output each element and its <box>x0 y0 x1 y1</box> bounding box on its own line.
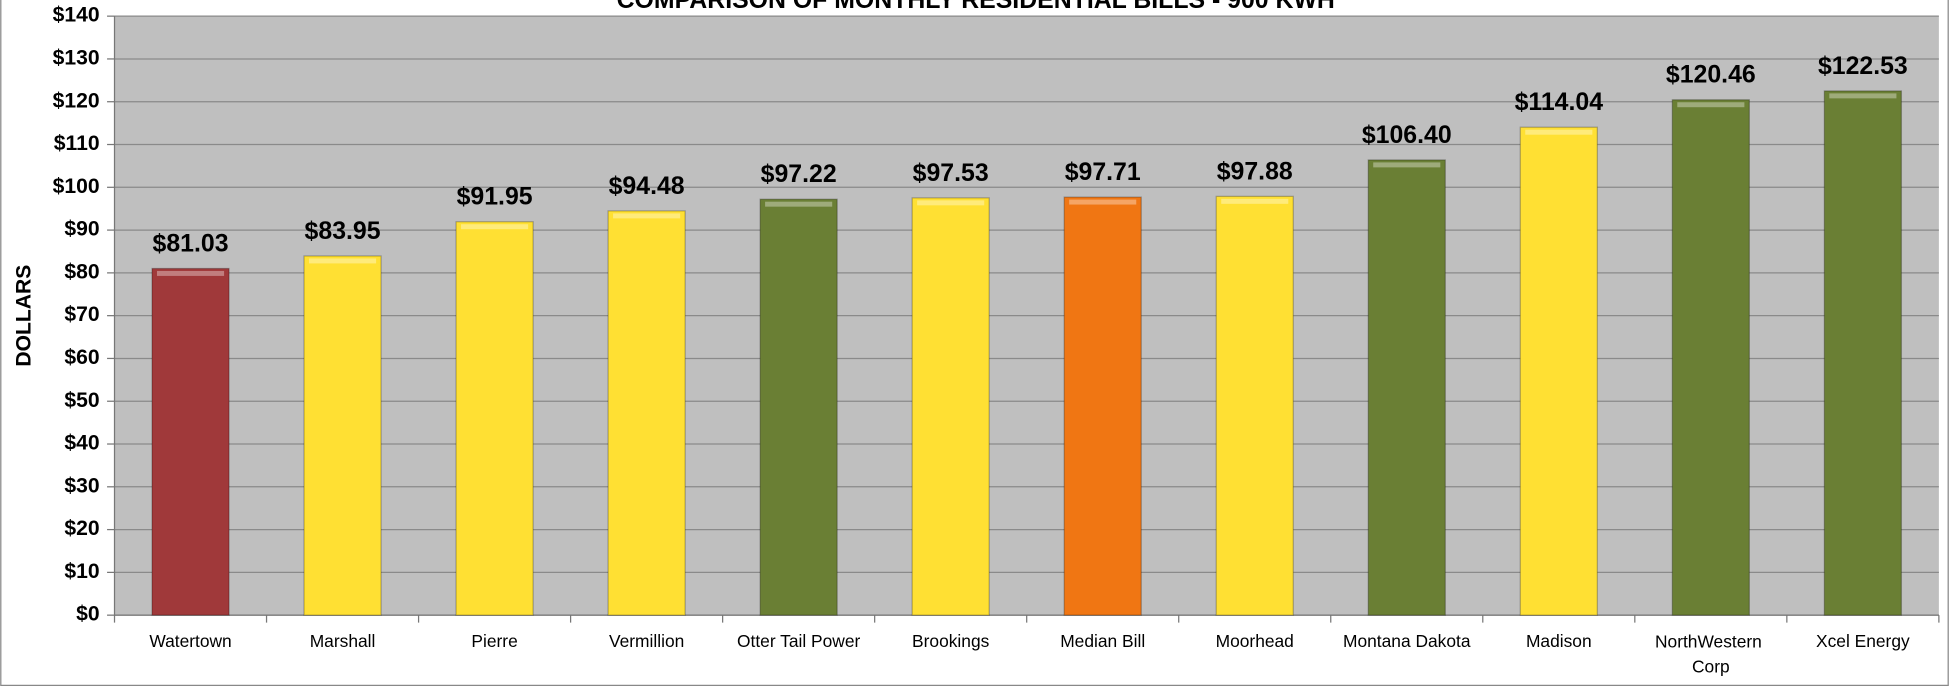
y-tick-label: $40 <box>64 432 99 455</box>
y-tick-label: $0 <box>76 603 99 626</box>
bar-shine <box>156 270 225 276</box>
bar <box>303 255 382 616</box>
bar <box>759 198 838 616</box>
y-tick-label: $110 <box>54 132 100 155</box>
bar-shine <box>1373 162 1441 168</box>
y-tick-label: $30 <box>64 474 99 497</box>
value-label: $114.04 <box>1515 89 1604 116</box>
value-label: $106.40 <box>1362 122 1452 149</box>
bar-shine <box>1221 198 1289 204</box>
bar-shine <box>1829 93 1897 99</box>
bar <box>1063 196 1142 616</box>
bar <box>1215 195 1294 616</box>
bar-shine <box>613 213 681 219</box>
x-tick-label: Watertown <box>149 631 231 651</box>
x-tick-label: Brookings <box>912 631 990 651</box>
y-tick-label: $130 <box>53 47 100 70</box>
y-tick-label: $140 <box>53 4 100 27</box>
bar <box>607 210 686 616</box>
x-tick-label: Vermillion <box>609 631 684 651</box>
x-tick-label: Madison <box>1526 631 1592 651</box>
x-tick-label: Xcel Energy <box>1816 631 1910 651</box>
bar <box>1823 90 1903 616</box>
bar <box>1519 126 1598 616</box>
bar-shine <box>917 200 985 206</box>
y-axis-label: DOLLARS <box>13 265 36 367</box>
bar <box>911 197 990 616</box>
bar-shine <box>309 258 377 264</box>
bar <box>151 267 230 616</box>
value-label: $122.53 <box>1818 53 1908 80</box>
y-tick-label: $100 <box>53 175 100 198</box>
x-tick-label: Montana Dakota <box>1343 631 1471 651</box>
value-label: $97.53 <box>913 160 989 187</box>
value-label: $81.03 <box>153 230 229 257</box>
y-tick-label: $60 <box>64 346 99 369</box>
value-label: $120.46 <box>1666 62 1756 89</box>
bar <box>455 221 534 616</box>
chart-title: COMPARISON OF MONTHLY RESIDENTIAL BILLS … <box>617 0 1335 14</box>
bar-shine <box>1069 199 1137 205</box>
bar-shine <box>765 201 833 207</box>
x-tick-label: Median Bill <box>1060 631 1145 651</box>
value-label: $97.88 <box>1217 158 1293 185</box>
value-label: $97.71 <box>1065 159 1141 186</box>
y-tick-label: $80 <box>64 260 99 283</box>
bar <box>1671 99 1750 616</box>
value-label: $94.48 <box>609 173 685 200</box>
y-tick-label: $120 <box>53 89 100 112</box>
y-tick-label: $50 <box>64 389 99 412</box>
x-tick-label: Moorhead <box>1216 631 1294 651</box>
x-tick-label: Pierre <box>471 631 517 651</box>
x-tick-label: NorthWestern Corp <box>1655 631 1767 676</box>
value-label: $83.95 <box>305 218 381 245</box>
y-tick-label: $90 <box>64 218 99 241</box>
bar-shine <box>1677 102 1745 108</box>
value-label: $97.22 <box>761 161 837 188</box>
y-tick-label: $10 <box>64 560 99 583</box>
value-label: $91.95 <box>457 184 533 211</box>
x-tick-label: Otter Tail Power <box>737 631 860 651</box>
y-tick-label: $20 <box>64 517 99 540</box>
y-tick-label: $70 <box>64 303 99 326</box>
x-tick-label: Marshall <box>310 631 376 651</box>
bar-shine <box>461 224 529 230</box>
bar <box>1367 159 1446 616</box>
bar-shine <box>1525 129 1593 135</box>
